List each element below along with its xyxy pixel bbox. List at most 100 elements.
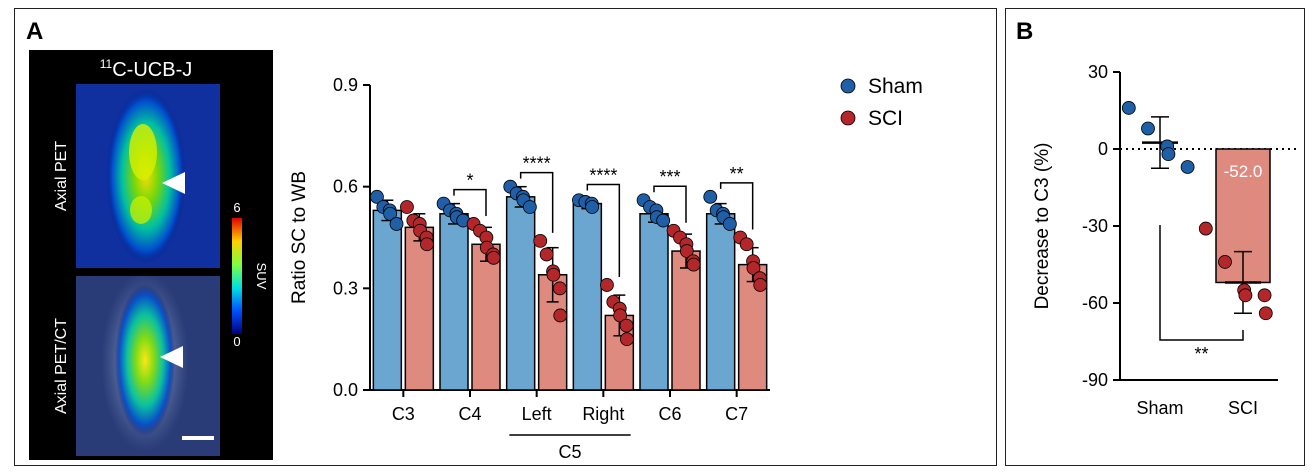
panel-b xyxy=(1005,8,1305,466)
data-point-sci xyxy=(746,261,761,275)
y-tick-label: 0.9 xyxy=(333,75,358,95)
row-label-axial-pet: Axial PET xyxy=(53,141,70,211)
data-point-sci xyxy=(546,267,561,282)
data-point-sham xyxy=(656,213,671,228)
bar-sham xyxy=(705,213,736,391)
y-tick-label: 0 xyxy=(1098,139,1108,159)
tracer-prefix: 11 xyxy=(100,57,113,71)
data-point-sci xyxy=(400,200,414,214)
legend-label: SCI xyxy=(868,107,903,130)
y-tick-label: 0.3 xyxy=(333,278,358,298)
data-point-sham xyxy=(383,206,398,221)
tracer-label: 11C-UCB-J xyxy=(100,57,192,81)
data-point-sci xyxy=(1258,306,1273,321)
x-tick-label: C6 xyxy=(658,404,681,424)
data-point-sci xyxy=(1257,288,1272,303)
bar-sham xyxy=(639,213,669,391)
group-label-c5: C5 xyxy=(558,442,581,462)
pet-ct-signal xyxy=(115,284,175,436)
x-tick-label: C4 xyxy=(458,404,481,424)
bar-sci xyxy=(471,243,501,391)
arrowhead-icon xyxy=(162,172,185,194)
x-tick-label: SCI xyxy=(1228,398,1258,418)
y-axis-label: Ratio SC to WB xyxy=(289,171,310,304)
row-label-axial-pet-ct: Axial PET/CT xyxy=(53,318,70,414)
data-point-sci xyxy=(620,332,634,347)
bar-sham xyxy=(572,202,603,391)
data-point-sham xyxy=(389,217,404,231)
data-point-sci xyxy=(619,318,634,333)
panel-b-label: B xyxy=(1016,18,1034,45)
data-point-sci xyxy=(420,237,434,252)
data-point-sham xyxy=(1121,101,1136,115)
data-point-sham xyxy=(585,200,600,214)
data-point-sci xyxy=(686,257,701,272)
colorbar-min: 0 xyxy=(233,334,240,349)
legend-label: Sham xyxy=(868,75,923,98)
data-point-sham xyxy=(1180,160,1195,174)
chart-b: 30 0 -30 -60 -90 Decrease to C3 (%) -52.0 Sham S… xyxy=(1032,62,1298,418)
data-point-sham xyxy=(1141,121,1155,136)
colorbar xyxy=(232,218,242,334)
data-point-sci xyxy=(753,278,768,292)
significance-label: ** xyxy=(730,164,744,184)
significance-label: **** xyxy=(589,166,617,186)
data-point-sham xyxy=(522,200,537,214)
data-point-sci xyxy=(552,281,567,296)
y-axis-label: Decrease to C3 (%) xyxy=(1032,143,1053,310)
bar-sham xyxy=(372,209,403,391)
bar-value-label: -52.0 xyxy=(1224,162,1263,181)
data-point-sci xyxy=(539,247,554,262)
y-tick-label: 0.0 xyxy=(333,380,358,400)
panel-a xyxy=(14,8,997,466)
arrowhead-icon xyxy=(160,346,183,368)
data-point-sci xyxy=(600,278,614,292)
pet-signal-core-lower xyxy=(130,196,152,224)
data-point-sham xyxy=(722,217,737,231)
data-point-sci xyxy=(739,237,754,252)
significance-bracket xyxy=(1159,225,1244,341)
y-tick-label: -90 xyxy=(1082,370,1108,390)
significance-label: * xyxy=(466,171,473,191)
pet-image-block: 11C-UCB-J Axial PET Axial PET/CT 6 0 SUV xyxy=(29,50,273,460)
data-point-sci xyxy=(553,308,568,323)
x-tick-label: C7 xyxy=(725,404,748,424)
significance-bracket xyxy=(453,188,487,216)
legend-marker xyxy=(840,78,856,94)
scale-bar xyxy=(182,436,214,440)
data-point-sci xyxy=(1198,221,1213,236)
y-tick-label: -60 xyxy=(1082,293,1108,313)
data-point-sham xyxy=(703,189,718,204)
bar-sham xyxy=(439,213,469,391)
data-point-sci xyxy=(1238,288,1253,303)
data-point-sci xyxy=(486,250,501,265)
significance-bracket xyxy=(653,185,687,223)
data-point-sham xyxy=(1161,147,1176,162)
colorbar-max: 6 xyxy=(233,200,240,215)
x-tick-label: C3 xyxy=(392,404,415,424)
data-point-sci xyxy=(679,244,694,258)
significance-bracket xyxy=(519,171,554,233)
legend: Sham SCI xyxy=(840,75,923,130)
bar-sci xyxy=(404,226,435,391)
significance-label: ** xyxy=(1194,344,1208,364)
panel-a-label: A xyxy=(26,18,44,45)
significance-label: *** xyxy=(659,167,680,187)
chart-a: 0.0 0.3 0.6 0.9 Ratio SC to WB C3 C4 * Left **** R… xyxy=(289,75,923,462)
y-tick-label: -30 xyxy=(1082,216,1108,236)
data-point-sci xyxy=(1218,255,1232,269)
significance-label: **** xyxy=(523,154,551,174)
bar-sci xyxy=(671,250,701,391)
x-tick-label: Right xyxy=(582,404,624,424)
y-tick-label: 0.6 xyxy=(333,177,358,197)
data-point-sci xyxy=(533,233,548,248)
tracer-name: C-UCB-J xyxy=(112,59,192,81)
y-tick-label: 30 xyxy=(1088,62,1108,82)
pet-signal-core xyxy=(129,124,157,180)
significance-bracket xyxy=(719,182,754,230)
significance-bracket xyxy=(586,183,621,277)
x-tick-label: Sham xyxy=(1136,398,1183,418)
data-point-sham xyxy=(370,189,384,204)
data-point-sci xyxy=(613,308,628,323)
